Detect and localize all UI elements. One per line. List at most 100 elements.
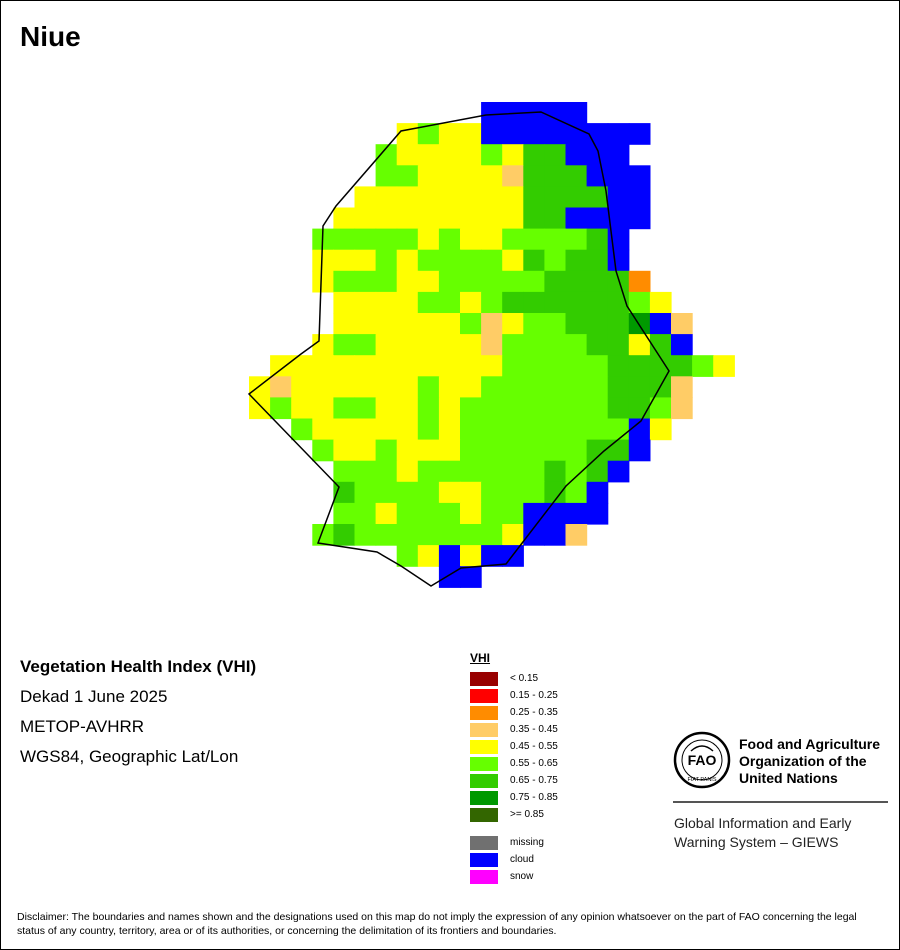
vhi-cell: [502, 186, 524, 209]
vhi-cell: [417, 502, 440, 525]
vhi-cell: [502, 270, 524, 293]
vhi-cell: [692, 355, 714, 377]
vhi-cell: [502, 228, 524, 251]
vhi-cell: [544, 460, 567, 483]
vhi-cell: [481, 524, 503, 546]
vhi-cell: [544, 123, 567, 145]
vhi-cell: [396, 397, 419, 420]
vhi-cell: [671, 376, 693, 398]
vhi-cell: [438, 439, 461, 462]
vhi-cell: [544, 439, 567, 462]
vhi-cell: [544, 502, 567, 525]
legend-swatch: [470, 870, 498, 884]
vhi-cell: [438, 376, 461, 398]
vhi-cell: [417, 481, 440, 504]
vhi-cell: [565, 291, 588, 314]
vhi-cell: [417, 186, 440, 209]
vhi-cell: [396, 228, 419, 251]
vhi-cell: [438, 313, 461, 335]
vhi-cell: [586, 460, 609, 483]
vhi-cell: [502, 397, 524, 420]
vhi-cell: [481, 460, 503, 483]
vhi-cell: [375, 397, 398, 420]
vhi-cell: [523, 228, 545, 251]
vhi-cell: [312, 270, 334, 293]
vhi-cell: [354, 228, 377, 251]
vhi-cell: [502, 207, 524, 230]
dekad-label: Dekad 1 June 2025: [20, 687, 168, 706]
vhi-cell: [586, 502, 609, 525]
vhi-cell: [333, 355, 356, 377]
vhi-cell: [417, 334, 440, 356]
vhi-cell: [565, 313, 588, 335]
vhi-cell: [460, 270, 482, 293]
vhi-cell: [628, 397, 651, 420]
vhi-cell: [544, 481, 567, 504]
vhi-cell: [502, 524, 524, 546]
vhi-cell: [396, 524, 419, 546]
vhi-cell: [375, 376, 398, 398]
vhi-cell: [565, 270, 588, 293]
vhi-cell: [354, 460, 377, 483]
vhi-cell: [565, 418, 588, 441]
vhi-cell: [375, 524, 398, 546]
vhi-map: [247, 102, 735, 588]
legend-swatch: [470, 836, 498, 850]
vhi-cell: [481, 249, 503, 272]
vhi-cell: [586, 186, 609, 209]
vhi-cell: [460, 313, 482, 335]
vhi-cell: [291, 376, 313, 398]
vhi-cell: [375, 165, 398, 187]
vhi-cell: [354, 439, 377, 462]
vhi-cell: [628, 165, 651, 187]
vhi-cell: [396, 334, 419, 356]
vhi-cell: [544, 355, 567, 377]
sensor-label: METOP-AVHRR: [20, 717, 145, 736]
vhi-cell: [502, 313, 524, 335]
vhi-cell: [375, 207, 398, 230]
fao-name: Food and Agriculture Organization of the…: [739, 736, 899, 787]
legend-label: 0.45 - 0.55: [510, 741, 558, 752]
vhi-cell: [565, 144, 588, 166]
vhi-cell: [607, 397, 630, 420]
vhi-cell: [396, 249, 419, 272]
vhi-cell: [460, 545, 482, 567]
legend-label: 0.15 - 0.25: [510, 690, 558, 701]
vhi-cell: [481, 397, 503, 420]
vhi-cell: [375, 334, 398, 356]
vhi-cell: [544, 313, 567, 335]
vhi-cell: [375, 249, 398, 272]
vhi-cell: [438, 397, 461, 420]
vhi-cell: [291, 355, 313, 377]
vhi-cell: [333, 270, 356, 293]
vhi-cell: [523, 313, 545, 335]
vhi-cell: [375, 313, 398, 335]
vhi-cell: [438, 334, 461, 356]
vhi-cell: [481, 165, 503, 187]
vhi-cell: [354, 418, 377, 441]
vhi-cell: [375, 418, 398, 441]
vhi-cell: [333, 524, 356, 546]
vhi-cell: [291, 418, 313, 441]
vhi-cell: [586, 291, 609, 314]
vhi-cell: [333, 460, 356, 483]
legend-label: < 0.15: [510, 673, 539, 684]
vhi-cell: [607, 418, 630, 441]
vhi-cell: [544, 186, 567, 209]
vhi-cell: [565, 249, 588, 272]
vhi-cell: [502, 291, 524, 314]
disclaimer: Disclaimer: The boundaries and names sho…: [17, 911, 857, 937]
vhi-cell: [481, 207, 503, 230]
vhi-cell: [502, 249, 524, 272]
vhi-cell: [607, 123, 630, 145]
vhi-cell: [565, 186, 588, 209]
fao-name-line: Food and Agriculture: [739, 736, 881, 752]
legend-label: 0.25 - 0.35: [510, 707, 558, 718]
giews-line: Global Information and Early: [674, 815, 852, 831]
vhi-cell: [481, 144, 503, 166]
vhi-cell: [565, 524, 588, 546]
vhi-cell: [270, 355, 292, 377]
vhi-cell: [544, 524, 567, 546]
vhi-cell: [417, 313, 440, 335]
